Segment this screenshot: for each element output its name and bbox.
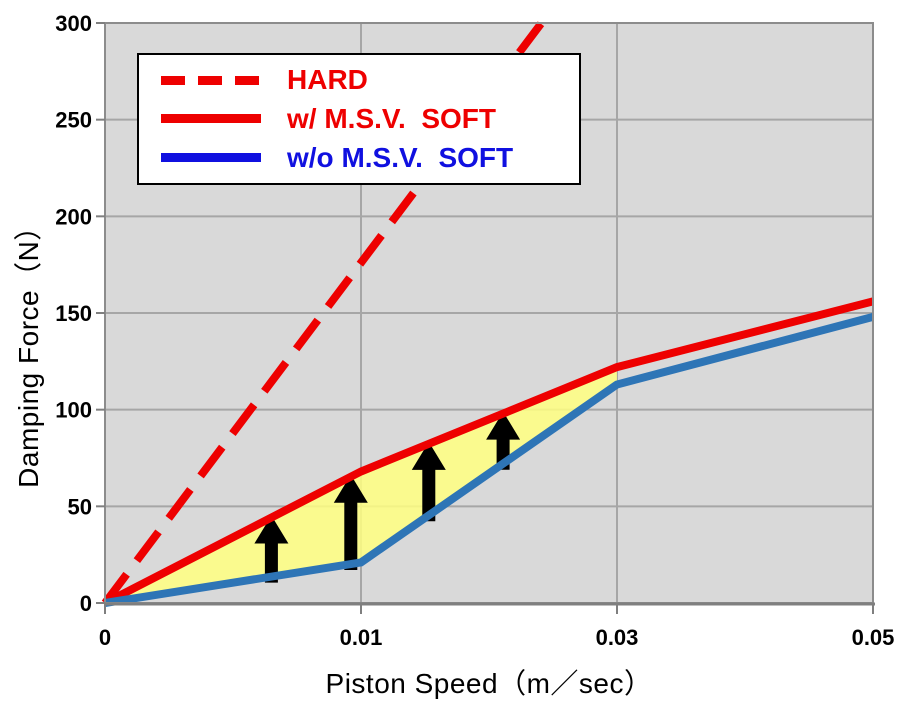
axis-ticks [96,22,874,614]
y-tick-label: 150 [55,301,92,326]
y-tick-label: 300 [55,11,92,36]
highlight-region [105,367,617,603]
y-tick-label: 0 [80,591,92,616]
up-arrow [486,411,521,470]
series-without-msv-soft-line [104,313,875,607]
legend-item-hard: HARD [161,66,579,94]
legend-item-without-msv-soft: w/o M.S.V. SOFT [161,141,579,173]
legend: HARD w/ M.S.V. SOFT w/o M.S.V. SOFT [137,53,581,185]
up-arrow [254,515,289,583]
series-with-msv-soft-line [103,297,874,607]
y-tick-label: 250 [55,108,92,133]
up-arrow [411,441,446,522]
x-tick-label: 0.03 [596,625,639,650]
axis-tick-labels: 0 50 100 150 200 250 300 0 0.01 0.03 0.05 [55,11,894,650]
series-hard-dashed-line [101,20,545,606]
with-msv-soft-line-swatch [161,114,261,124]
y-tick-label: 50 [68,494,92,519]
legend-label-without-msv-soft: w/o M.S.V. SOFT [287,141,514,173]
y-axis-title: Damping Force（N） [13,212,44,488]
x-tick-label: 0.01 [340,625,383,650]
x-tick-label: 0.05 [852,625,895,650]
y-tick-label: 100 [55,398,92,423]
up-arrow [333,474,368,570]
hard-dashed-line-swatch [161,75,261,85]
gain-arrows [254,411,521,583]
legend-label-with-msv-soft: w/ M.S.V. SOFT [287,102,497,134]
x-axis-title: Piston Speed（m／sec） [325,668,653,699]
legend-item-with-msv-soft: w/ M.S.V. SOFT [161,102,579,134]
y-tick-label: 200 [55,204,92,229]
x-tick-label: 0 [99,625,111,650]
without-msv-soft-line-swatch [161,153,261,163]
legend-label-hard: HARD [287,64,368,96]
